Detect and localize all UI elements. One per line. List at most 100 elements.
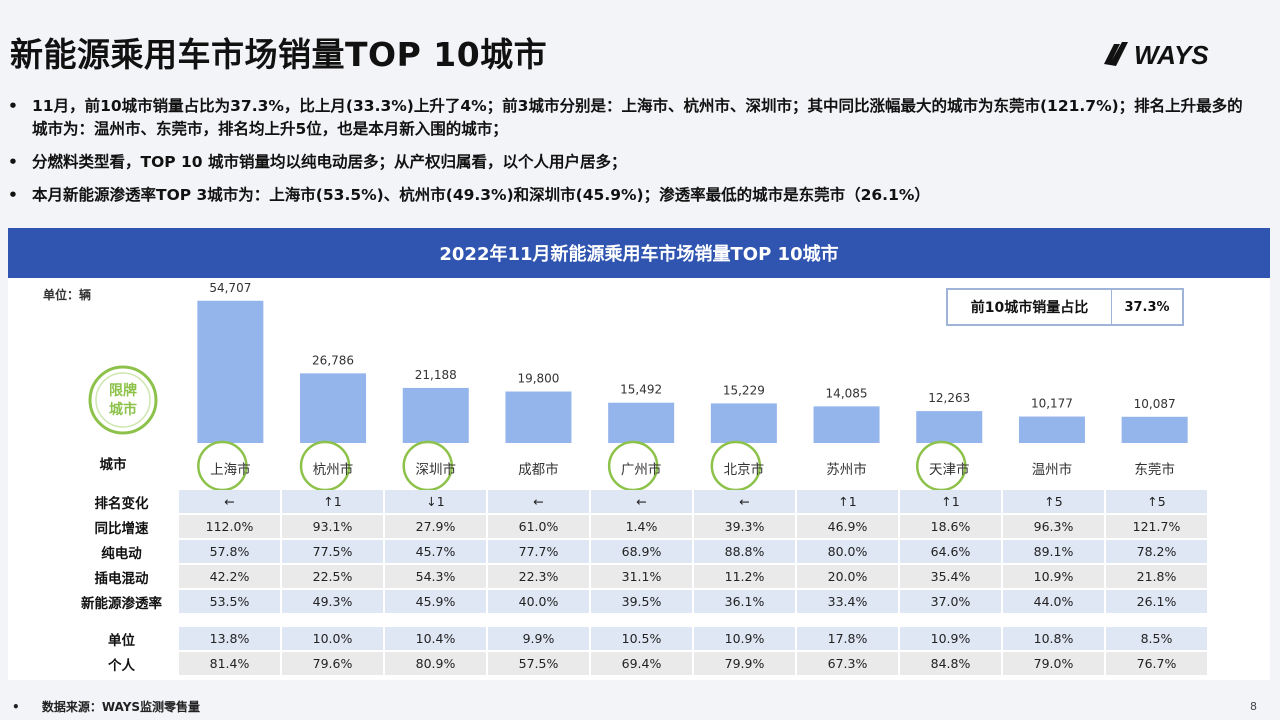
bullet-text: 11月，前10城市销量占比为37.3%，比上月(33.3%)上升了4%；前3城市… xyxy=(32,97,1243,138)
row-label: 纯电动 xyxy=(101,545,142,562)
table-cell: 10.4% xyxy=(385,627,486,650)
table-cell: 89.1% xyxy=(1003,540,1104,563)
table-cell: 80.0% xyxy=(797,540,898,563)
data-source: • 数据来源：WAYS监测零售量 xyxy=(12,698,200,715)
source-marker: • xyxy=(12,700,20,714)
bar-value-label: 15,492 xyxy=(620,383,662,397)
data-table: 排名变化 ← ↑1 ↓1 ← ← ← ↑1 ↑1 ↑5 ↑5 同比增速 112.0% 93.1% 27.9%… xyxy=(64,490,1209,677)
table-cell: 77.5% xyxy=(282,540,383,563)
bar-value-label: 19,800 xyxy=(517,372,559,386)
table-cell: 61.0% xyxy=(488,515,589,538)
category-label: 杭州市 xyxy=(313,461,354,478)
table-cell: 31.1% xyxy=(591,565,692,588)
bullet-marker: • xyxy=(8,153,18,171)
bar-value-label: 15,229 xyxy=(723,383,765,397)
bullet-item: • 分燃料类型看，TOP 10 城市销量均以纯电动居多；从产权归属看，以个人用户… xyxy=(8,151,1258,174)
restricted-city-marker xyxy=(402,440,453,490)
badge-line2: 城市 xyxy=(109,401,137,418)
table-cell: 22.5% xyxy=(282,565,383,588)
table-cell: 45.9% xyxy=(385,590,486,613)
table-cell: 13.8% xyxy=(179,627,280,650)
share-label: 前10城市销量占比 xyxy=(948,290,1112,324)
table-cell: 79.9% xyxy=(694,652,795,675)
table-cell: ↑5 xyxy=(1003,490,1104,513)
bullet-text: 本月新能源渗透率TOP 3城市为：上海市(53.5%)、杭州市(49.3%)和深… xyxy=(32,186,930,204)
table-row: 个人 81.4% 79.6% 80.9% 57.5% 69.4% 79.9% 67.3% 84.… xyxy=(64,652,1209,675)
table-row: 纯电动 57.8% 77.5% 45.7% 77.7% 68.9% 88.8% 80.0% 64… xyxy=(64,540,1209,563)
bullet-item: • 本月新能源渗透率TOP 3城市为：上海市(53.5%)、杭州市(49.3%)… xyxy=(8,184,1258,207)
table-cell: 26.1% xyxy=(1106,590,1207,613)
table-cell: 46.9% xyxy=(797,515,898,538)
table-cell: 45.7% xyxy=(385,540,486,563)
restricted-city-marker xyxy=(710,440,762,490)
restricted-city-marker xyxy=(916,440,967,490)
table-row: 插电混动 42.2% 22.5% 54.3% 22.3% 31.1% 11.2% 20.0% 3… xyxy=(64,565,1209,588)
bar-chart: 限牌 城市 城市 54,707 上海市 26,786 杭州市 21,188 深圳市 19,8… xyxy=(88,281,1188,490)
bar-苏州市 xyxy=(813,406,880,443)
table-cell: 44.0% xyxy=(1003,590,1104,613)
table-cell: ↑5 xyxy=(1106,490,1207,513)
restricted-city-marker xyxy=(607,440,659,490)
table-cell: 93.1% xyxy=(282,515,383,538)
table-row: 同比增速 112.0% 93.1% 27.9% 61.0% 1.4% 39.3% 46.9% 1… xyxy=(64,515,1209,538)
bar-value-label: 21,188 xyxy=(415,368,457,382)
panel-title: 2022年11月新能源乘用车市场销量TOP 10城市 xyxy=(8,228,1270,278)
table-cell: 76.7% xyxy=(1106,652,1207,675)
table-cell: 64.6% xyxy=(900,540,1001,563)
table-cell: 81.4% xyxy=(179,652,280,675)
chart-panel: 2022年11月新能源乘用车市场销量TOP 10城市 单位：辆 前10城市销量占… xyxy=(8,228,1270,680)
row-label: 同比增速 xyxy=(94,520,149,537)
table-cell: 9.9% xyxy=(488,627,589,650)
bar-value-label: 14,085 xyxy=(826,386,868,400)
bar-value-label: 10,177 xyxy=(1031,397,1073,411)
table-cell: 17.8% xyxy=(797,627,898,650)
table-cell: 42.2% xyxy=(179,565,280,588)
category-label: 成都市 xyxy=(518,461,559,478)
table-cell: 39.5% xyxy=(591,590,692,613)
table-cell: 57.5% xyxy=(488,652,589,675)
bullet-marker: • xyxy=(8,97,18,115)
table-cell: 22.3% xyxy=(488,565,589,588)
table-cell: ← xyxy=(179,490,280,513)
unit-label: 单位：辆 xyxy=(43,288,92,302)
bullet-marker: • xyxy=(8,186,18,204)
bar-成都市 xyxy=(505,391,572,443)
category-label: 天津市 xyxy=(929,461,970,478)
category-label: 温州市 xyxy=(1032,461,1073,478)
table-cell: 10.9% xyxy=(694,627,795,650)
category-label: 上海市 xyxy=(210,461,251,478)
bar-温州市 xyxy=(1018,416,1085,443)
ways-logo: WAYS xyxy=(1104,40,1209,70)
bar-value-label: 54,707 xyxy=(209,281,251,295)
table-cell: 40.0% xyxy=(488,590,589,613)
table-cell: 36.1% xyxy=(694,590,795,613)
share-value: 37.3% xyxy=(1124,299,1170,315)
bar-value-label: 10,087 xyxy=(1134,397,1176,411)
table-cell: 57.8% xyxy=(179,540,280,563)
table-cell: 10.8% xyxy=(1003,627,1104,650)
table-cell: ← xyxy=(591,490,692,513)
table-cell: ↑1 xyxy=(797,490,898,513)
x-axis-label: 城市 xyxy=(100,456,127,473)
table-cell: 79.6% xyxy=(282,652,383,675)
table-cell: 112.0% xyxy=(179,515,280,538)
table-cell: 88.8% xyxy=(694,540,795,563)
table-cell: 78.2% xyxy=(1106,540,1207,563)
table-cell: ↑1 xyxy=(900,490,1001,513)
category-label: 深圳市 xyxy=(416,461,457,478)
bar-上海市 xyxy=(197,300,264,443)
table-cell: 27.9% xyxy=(385,515,486,538)
table-cell: 10.9% xyxy=(1003,565,1104,588)
table-cell: ← xyxy=(488,490,589,513)
table-cell: 84.8% xyxy=(900,652,1001,675)
summary-bullets: • 11月，前10城市销量占比为37.3%，比上月(33.3%)上升了4%；前3… xyxy=(8,95,1258,217)
bullet-item: • 11月，前10城市销量占比为37.3%，比上月(33.3%)上升了4%；前3… xyxy=(8,95,1258,141)
table-cell: ↓1 xyxy=(385,490,486,513)
table-cell: ↑1 xyxy=(282,490,383,513)
table-cell: 1.4% xyxy=(591,515,692,538)
table-cell: 80.9% xyxy=(385,652,486,675)
page-title: 新能源乘用车市场销量TOP 10城市 xyxy=(10,35,548,74)
table-cell: 8.5% xyxy=(1106,627,1207,650)
bar-value-label: 26,786 xyxy=(312,353,354,367)
share-box: 前10城市销量占比 37.3% xyxy=(946,288,1184,326)
